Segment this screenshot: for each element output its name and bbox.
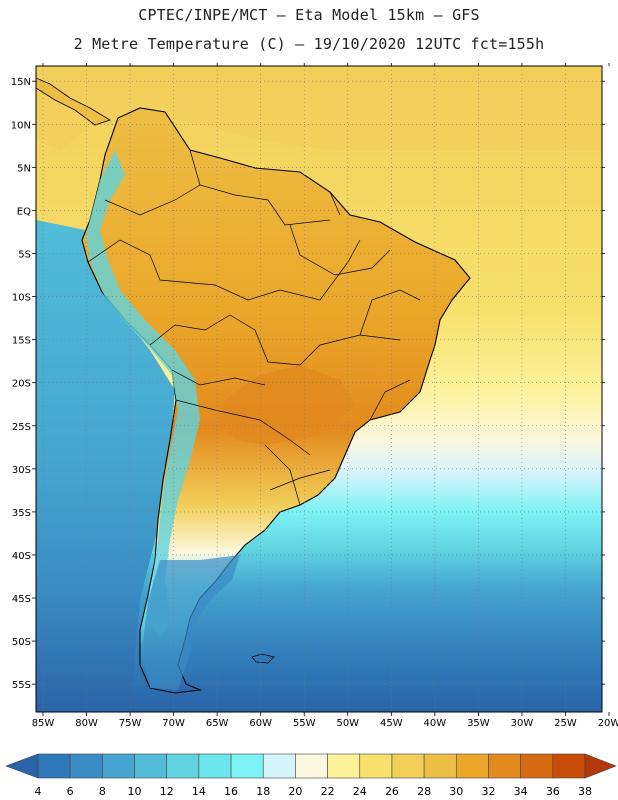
colorbar-label: 4 xyxy=(35,785,42,798)
colorbar-swatch xyxy=(455,753,489,779)
colorbar-low-extend xyxy=(5,753,39,779)
lat-label: 10N xyxy=(11,120,31,131)
lon-label: 30W xyxy=(511,718,534,729)
map-title: CPTEC/INPE/MCT – Eta Model 15km – GFS xyxy=(138,6,480,24)
colorbar-swatch xyxy=(423,753,457,779)
colorbar-label: 30 xyxy=(449,785,463,798)
lat-label: 55S xyxy=(12,680,31,691)
lon-label: 20W xyxy=(598,718,618,729)
lon-label: 75W xyxy=(119,718,142,729)
colorbar-label: 22 xyxy=(321,785,335,798)
lat-label: 20S xyxy=(12,379,31,390)
colorbar-label: 20 xyxy=(288,785,302,798)
lat-label: 25S xyxy=(12,422,31,433)
colorbar-label: 36 xyxy=(546,785,560,798)
lat-label: 40S xyxy=(12,551,31,562)
colorbar-label: 10 xyxy=(128,785,142,798)
lon-label: 45W xyxy=(380,718,403,729)
pacific-field xyxy=(36,220,175,712)
lat-label: 45S xyxy=(12,594,31,605)
colorbar-label: 38 xyxy=(578,785,592,798)
central-america-land xyxy=(36,77,111,126)
colorbar-label: 12 xyxy=(160,785,174,798)
map-subtitle: 2 Metre Temperature (C) – 19/10/2020 12U… xyxy=(73,35,545,53)
andes-cool-band xyxy=(86,150,200,640)
falkland-islands xyxy=(251,653,275,664)
latitude-labels: 15N 10N 5N EQ 5S 10S 15S 20S 25S 30S 35S 40S 45S 50S 5… xyxy=(11,77,31,691)
colorbar-swatch xyxy=(295,753,328,779)
axis-ticks xyxy=(32,63,610,716)
colorbar-label: 6 xyxy=(67,785,74,798)
colorbar-swatch xyxy=(230,753,264,779)
colorbar-label: 24 xyxy=(353,785,367,798)
lat-label: 5N xyxy=(17,163,31,174)
lat-label: 30S xyxy=(12,465,31,476)
longitude-labels: 85W 80W 75W 70W 65W 60W 55W 50W 45W 40W 35W 30W 25W 2… xyxy=(32,718,618,729)
colorbar-label: 34 xyxy=(514,785,528,798)
colorbar-swatch xyxy=(262,753,296,779)
colorbar-swatch xyxy=(37,753,71,779)
lat-label: 15N xyxy=(11,77,31,88)
colorbar-swatch xyxy=(552,753,586,779)
colorbar: 4 6 8 10 12 14 16 18 20 22 24 26 28 30 32 34 36 38 xyxy=(5,753,617,798)
colorbar-swatch xyxy=(69,753,103,779)
colorbar-label: 26 xyxy=(385,785,399,798)
colorbar-swatch xyxy=(102,753,135,779)
lat-label: 50S xyxy=(12,637,31,648)
lon-label: 25W xyxy=(554,718,577,729)
colorbar-label: 14 xyxy=(192,785,206,798)
map-frame xyxy=(35,65,603,713)
lat-label: EQ xyxy=(17,206,31,217)
colorbar-label: 8 xyxy=(99,785,106,798)
lon-label: 70W xyxy=(162,718,185,729)
hot-core-region xyxy=(218,365,355,445)
lon-label: 40W xyxy=(424,718,447,729)
lon-label: 65W xyxy=(206,718,229,729)
colorbar-label: 16 xyxy=(224,785,238,798)
lon-label: 60W xyxy=(249,718,272,729)
lon-label: 85W xyxy=(32,718,55,729)
colorbar-high-extend xyxy=(584,753,617,779)
colorbar-label: 28 xyxy=(417,785,431,798)
colorbar-swatch xyxy=(327,753,361,779)
lat-label: 5S xyxy=(18,249,31,260)
lat-label: 10S xyxy=(12,293,31,304)
lon-label: 80W xyxy=(75,718,98,729)
colorbar-swatch xyxy=(520,753,554,779)
lat-label: 35S xyxy=(12,508,31,519)
colorbar-swatch xyxy=(134,753,168,779)
colorbar-swatch xyxy=(488,753,521,779)
colorbar-swatch xyxy=(359,753,393,779)
colorbar-swatch xyxy=(166,753,200,779)
colorbar-swatch xyxy=(198,753,232,779)
colorbar-label: 18 xyxy=(256,785,270,798)
lon-label: 55W xyxy=(293,718,316,729)
patagonia-cold-region xyxy=(142,555,240,690)
lat-label: 15S xyxy=(12,336,31,347)
lon-label: 50W xyxy=(336,718,359,729)
colorbar-swatch xyxy=(391,753,425,779)
colorbar-label: 32 xyxy=(481,785,495,798)
map-field xyxy=(36,66,602,712)
caribbean-field xyxy=(36,66,602,150)
lon-label: 35W xyxy=(467,718,490,729)
country-borders xyxy=(87,149,421,506)
